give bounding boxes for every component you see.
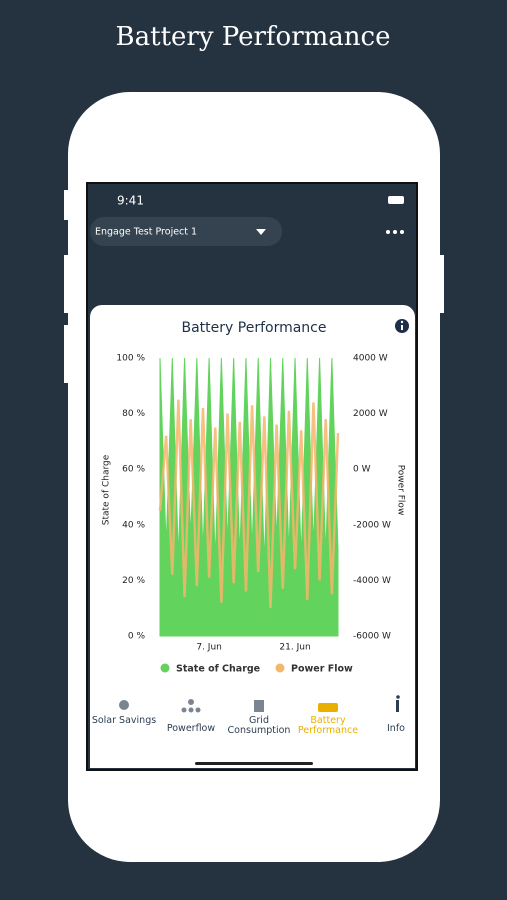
status-time: 9:41 <box>117 194 144 208</box>
phone-button <box>64 190 68 220</box>
nav-item[interactable]: Battery Performance <box>297 715 359 736</box>
info-icon-glyph <box>401 325 403 330</box>
x-tick-label: 7. Jun <box>196 643 222 653</box>
y2-tick-label: 2000 W <box>353 409 388 419</box>
phone-button <box>440 255 444 313</box>
y-axis-title: State of Charge <box>102 454 112 525</box>
info-icon-glyph <box>400 320 404 324</box>
home-indicator <box>195 762 313 765</box>
legend-marker <box>275 663 285 673</box>
y2-tick-label: -6000 W <box>353 632 391 642</box>
y-tick-label: 20 % <box>122 576 145 586</box>
y2-axis-title: Power Flow <box>396 465 406 516</box>
more-menu[interactable] <box>386 230 404 234</box>
project-name: Engage Test Project 1 <box>95 227 197 238</box>
legend-label: Power Flow <box>291 664 353 675</box>
nav-item[interactable]: Grid Consumption <box>227 715 291 736</box>
dropdown-arrow <box>256 229 266 235</box>
phone-button <box>64 255 68 313</box>
nav-item[interactable]: Info <box>387 723 405 734</box>
y-tick-label: 0 % <box>128 632 146 642</box>
nav-icons <box>119 695 400 713</box>
nav-bar <box>90 688 415 768</box>
phone-button <box>64 325 68 383</box>
y2-tick-label: 0 W <box>353 465 371 475</box>
legend-marker <box>160 663 170 673</box>
y2-tick-label: -4000 W <box>353 576 391 586</box>
page-title: Battery Performance <box>116 22 391 52</box>
nav-item[interactable]: Solar Savings <box>91 715 157 726</box>
x-tick-label: 21. Jun <box>279 643 310 653</box>
legend-label: State of Charge <box>176 664 260 675</box>
project-selector[interactable] <box>90 217 282 246</box>
y2-tick-label: 4000 W <box>353 354 388 364</box>
y-tick-label: 100 % <box>116 354 145 364</box>
nav-item[interactable]: Powerflow <box>166 723 216 734</box>
y-tick-label: 40 % <box>122 520 145 530</box>
y-tick-label: 60 % <box>122 465 145 475</box>
chart-title: Battery Performance <box>182 320 327 336</box>
y2-tick-label: -2000 W <box>353 520 391 530</box>
battery-icon <box>388 196 404 204</box>
y-tick-label: 80 % <box>122 409 145 419</box>
power-flow-line <box>158 399 340 609</box>
